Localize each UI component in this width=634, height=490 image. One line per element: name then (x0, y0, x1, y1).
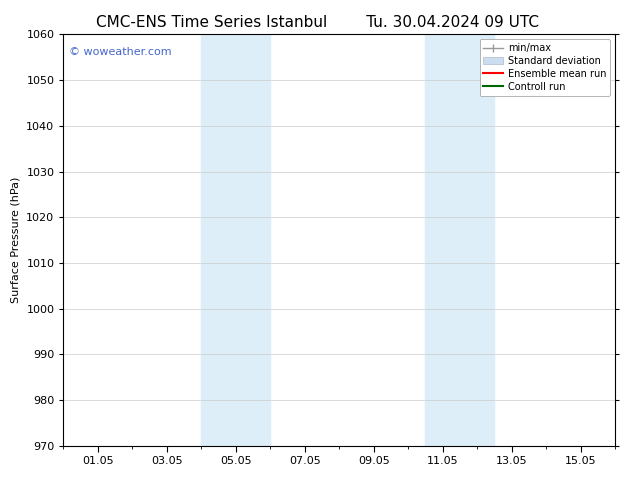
Bar (202, 34, 236, 446)
Bar (460, 34, 495, 446)
Y-axis label: Surface Pressure (hPa): Surface Pressure (hPa) (11, 177, 21, 303)
Bar (425, 34, 460, 446)
Text: CMC-ENS Time Series Istanbul        Tu. 30.04.2024 09 UTC: CMC-ENS Time Series Istanbul Tu. 30.04.2… (96, 15, 538, 30)
Text: © woweather.com: © woweather.com (69, 47, 172, 57)
Bar (236, 34, 270, 446)
Legend: min/max, Standard deviation, Ensemble mean run, Controll run: min/max, Standard deviation, Ensemble me… (479, 39, 610, 96)
